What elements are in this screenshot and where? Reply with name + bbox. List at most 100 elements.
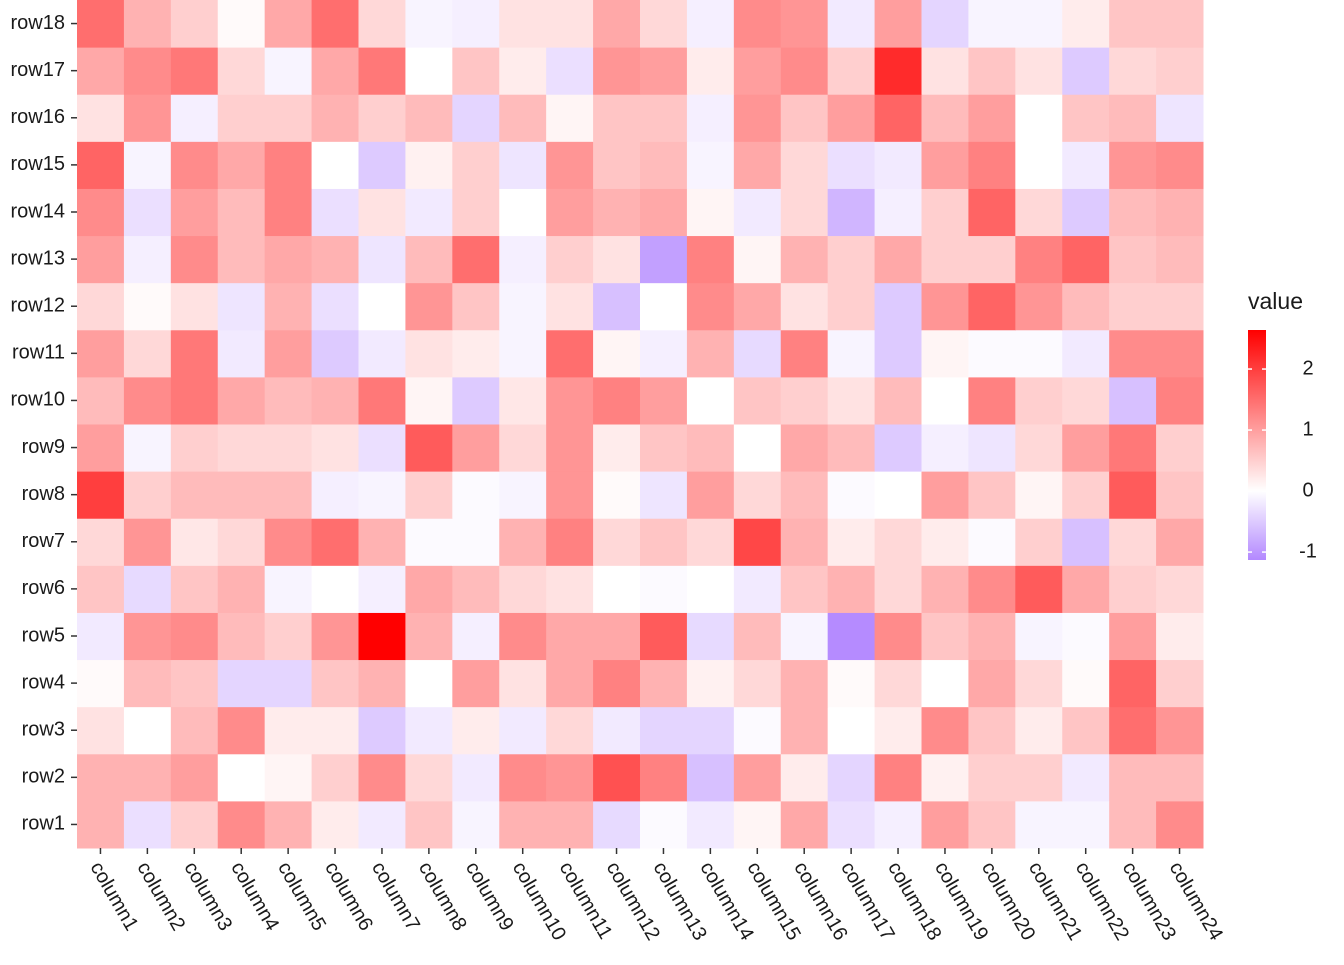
heatmap-cell [77, 47, 125, 95]
heatmap-cell [921, 706, 969, 755]
heatmap-cell [170, 47, 219, 95]
heatmap-cell [780, 612, 829, 661]
heatmap-cell [452, 471, 500, 519]
heatmap-cell [1109, 753, 1157, 802]
heatmap-cell [546, 565, 594, 613]
heatmap-cell [77, 141, 125, 189]
heatmap-cell [1109, 329, 1157, 378]
heatmap-cell [686, 376, 735, 425]
heatmap-cell [264, 141, 313, 189]
heatmap-cell [686, 141, 735, 189]
heatmap-cell [921, 471, 969, 519]
heatmap-cell [686, 518, 735, 566]
heatmap-cell [170, 424, 219, 472]
heatmap-cell [827, 800, 876, 849]
heatmap-cell [1062, 706, 1110, 755]
heatmap-cell [1015, 518, 1063, 566]
heatmap-cell [123, 753, 172, 802]
heatmap-cell [921, 141, 969, 189]
heatmap-cell [170, 706, 219, 755]
heatmap-cell [1062, 659, 1110, 708]
heatmap-cell [77, 235, 125, 284]
heatmap-cell [546, 424, 594, 472]
heatmap-cell [874, 612, 922, 661]
heatmap-cell [77, 753, 125, 802]
heatmap-cell [358, 282, 406, 331]
heatmap-cell [405, 47, 453, 95]
heatmap-cell [264, 753, 313, 802]
heatmap-cell [640, 282, 688, 331]
heatmap-cell [686, 282, 735, 331]
heatmap-cell [311, 376, 359, 425]
heatmap-cell [733, 94, 782, 142]
heatmap-cell [123, 565, 172, 613]
heatmap-cell [77, 800, 125, 849]
heatmap-cell [1062, 47, 1110, 95]
heatmap-cell [1062, 0, 1110, 48]
heatmap-cell [780, 282, 829, 331]
y-tick-label: row3 [22, 719, 65, 741]
heatmap-cell [968, 235, 1016, 284]
heatmap-cell [405, 282, 453, 331]
heatmap-cell [217, 141, 266, 189]
heatmap-cell [921, 659, 969, 708]
heatmap-cell [640, 47, 688, 95]
heatmap-cell [780, 424, 829, 472]
y-tick-label: row15 [11, 153, 65, 175]
heatmap-cell [1156, 47, 1204, 95]
heatmap-cell [686, 188, 735, 237]
heatmap-cell [311, 188, 359, 237]
heatmap-cell [546, 188, 594, 237]
heatmap-cell [405, 471, 453, 519]
heatmap-cell [827, 47, 876, 95]
heatmap-cell [874, 659, 922, 708]
heatmap-cell [217, 706, 266, 755]
heatmap-cell [499, 424, 547, 472]
heatmap-cell [170, 612, 219, 661]
heatmap-cell [311, 706, 359, 755]
heatmap-cell [499, 376, 547, 425]
heatmap-cell [1109, 47, 1157, 95]
heatmap-cell [968, 800, 1016, 849]
heatmap-cell [546, 753, 594, 802]
heatmap-cell [968, 329, 1016, 378]
heatmap-cell [358, 141, 406, 189]
heatmap-cell [874, 424, 922, 472]
heatmap-cell [452, 0, 500, 48]
heatmap-cell [733, 141, 782, 189]
heatmap-cell [217, 800, 266, 849]
heatmap-cell [686, 424, 735, 472]
heatmap-cell [217, 518, 266, 566]
heatmap-cell [733, 188, 782, 237]
heatmap-cell [546, 0, 594, 48]
heatmap-cell [1015, 753, 1063, 802]
heatmap-cell [1062, 235, 1110, 284]
heatmap-cell [780, 706, 829, 755]
heatmap-cell [968, 753, 1016, 802]
heatmap-cell [77, 282, 125, 331]
heatmap-cell [1156, 188, 1204, 237]
heatmap-cell [452, 282, 500, 331]
heatmap-cell [123, 471, 172, 519]
heatmap-cell [1015, 800, 1063, 849]
heatmap-cell [827, 424, 876, 472]
heatmap-cell [780, 235, 829, 284]
heatmap-cell [593, 800, 641, 849]
heatmap-cell [1109, 800, 1157, 849]
heatmap-cell [77, 94, 125, 142]
heatmap-cell [921, 612, 969, 661]
heatmap-cell [170, 659, 219, 708]
heatmap-cell [264, 188, 313, 237]
heatmap-cell [921, 0, 969, 48]
heatmap-cell [499, 612, 547, 661]
heatmap-cell [593, 518, 641, 566]
heatmap-cell [874, 282, 922, 331]
heatmap-cell [499, 47, 547, 95]
colorbar [1248, 330, 1266, 560]
y-tick-label: row16 [11, 106, 65, 128]
heatmap-cell [921, 329, 969, 378]
heatmap-cell [593, 565, 641, 613]
heatmap-cell [827, 753, 876, 802]
heatmap-cell [874, 329, 922, 378]
heatmap-cell [311, 518, 359, 566]
